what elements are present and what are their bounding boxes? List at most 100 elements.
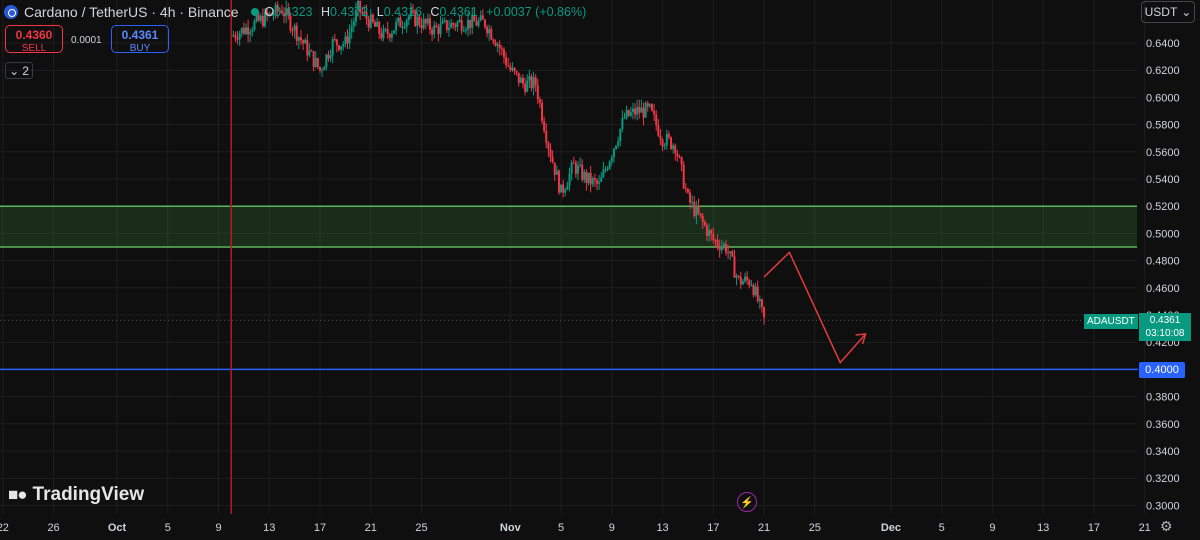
spread-value: 0.0001 [71, 35, 102, 46]
current-price-value: 0.4361 [1149, 315, 1181, 326]
candle-body [247, 27, 250, 35]
candle-body [270, 13, 273, 16]
candle-body [422, 18, 425, 29]
close-value: 0.4361 [439, 5, 478, 19]
candle-body [414, 10, 417, 26]
candle-body [441, 21, 444, 24]
candle-body [469, 19, 472, 29]
candle-body [610, 157, 613, 162]
candle-body [756, 286, 759, 302]
candle-body [340, 46, 343, 50]
candle-body [593, 178, 596, 181]
candle-body [435, 25, 438, 28]
candle-body [604, 169, 607, 171]
candle-body [686, 189, 689, 193]
candle-body [727, 252, 730, 254]
candle-body [299, 37, 302, 41]
candle-body [280, 10, 283, 14]
support-zone[interactable] [0, 206, 1137, 247]
candle-body [722, 243, 725, 247]
candle-body [354, 9, 357, 22]
candle-body [287, 8, 290, 16]
candle-body [424, 18, 427, 24]
candle-body [251, 29, 254, 33]
candle-body [517, 72, 520, 83]
candle-body [574, 162, 577, 174]
candle-body [606, 168, 609, 170]
candle-body [627, 109, 630, 116]
candle-body [549, 149, 552, 158]
candle-body [405, 20, 408, 27]
low-value: 0.4316 [383, 5, 422, 19]
candle-body [285, 8, 288, 17]
y-axis-tick-label: 0.5800 [1146, 120, 1180, 132]
candle-body [496, 44, 499, 46]
buy-button[interactable]: 0.4361 BUY [111, 25, 169, 54]
high-value: 0.4372 [330, 5, 369, 19]
ohlc-readout: O0.4323 H0.4372 L0.4316 C0.4361 +0.0037 … [265, 5, 587, 19]
candle-body [547, 142, 550, 150]
candle-body [240, 27, 243, 34]
candle-body [598, 181, 601, 184]
candle-body [268, 13, 271, 16]
candle-body [530, 76, 533, 89]
candle-body [319, 66, 321, 71]
candle-body [456, 22, 459, 27]
candle-body [640, 107, 643, 113]
candle-body [473, 14, 476, 22]
x-axis-tick-label: 13 [1037, 522, 1049, 534]
candle-body [291, 30, 294, 32]
candle-body [348, 31, 351, 44]
candle-body [304, 39, 307, 44]
candle-body [490, 28, 493, 40]
candle-body [739, 276, 742, 285]
projection-path[interactable] [763, 251, 867, 364]
cardano-logo-icon [4, 5, 18, 19]
lightning-icon[interactable]: ⚡ [737, 492, 757, 512]
candle-body [234, 35, 237, 39]
x-axis-tick-label: Dec [881, 522, 901, 534]
candle-body [338, 45, 341, 50]
candle-body [278, 10, 281, 12]
candle-body [397, 17, 400, 23]
candle-body [272, 14, 275, 16]
sell-button[interactable]: 0.4360 SELL [5, 25, 63, 54]
x-axis-tick-label: 9 [609, 522, 615, 534]
candle-body [744, 276, 747, 282]
currency-button[interactable]: USDT ⌄ [1141, 1, 1195, 23]
candle-body [344, 36, 347, 44]
candle-body [636, 106, 639, 115]
candle-body [638, 106, 641, 113]
candle-body [670, 137, 673, 149]
x-axis-tick-label: Oct [108, 522, 127, 534]
candle-body [261, 15, 264, 27]
gear-icon[interactable]: ⚙ [1160, 518, 1173, 534]
candle-body [524, 83, 527, 92]
candle-body [631, 108, 634, 113]
candle-body [648, 104, 651, 107]
arrow-head-icon [855, 333, 867, 345]
candle-body [591, 178, 594, 185]
candle-body [257, 14, 260, 21]
high-label: H [320, 5, 331, 19]
candle-body [346, 36, 349, 44]
candle-body [513, 67, 516, 72]
open-value: 0.4323 [274, 5, 313, 19]
candle-body [691, 201, 694, 203]
candle-body [395, 22, 398, 31]
symbol-title[interactable]: Cardano / TetherUS · 4h · Binance [24, 4, 239, 20]
x-axis-tick-label: 26 [47, 522, 59, 534]
x-axis-tick-label: 21 [365, 522, 377, 534]
candle-body [562, 184, 565, 193]
candle-body [718, 245, 721, 251]
candle-body [323, 67, 326, 71]
candle-body [475, 21, 478, 26]
indicators-toggle[interactable]: ⌄ 2 [5, 62, 33, 79]
candle-body [720, 246, 723, 251]
candle-body [634, 108, 637, 115]
candle-body [236, 38, 239, 40]
candle-body [367, 18, 370, 28]
candle-body [266, 11, 269, 16]
y-axis-tick-label: 0.3200 [1146, 473, 1180, 485]
